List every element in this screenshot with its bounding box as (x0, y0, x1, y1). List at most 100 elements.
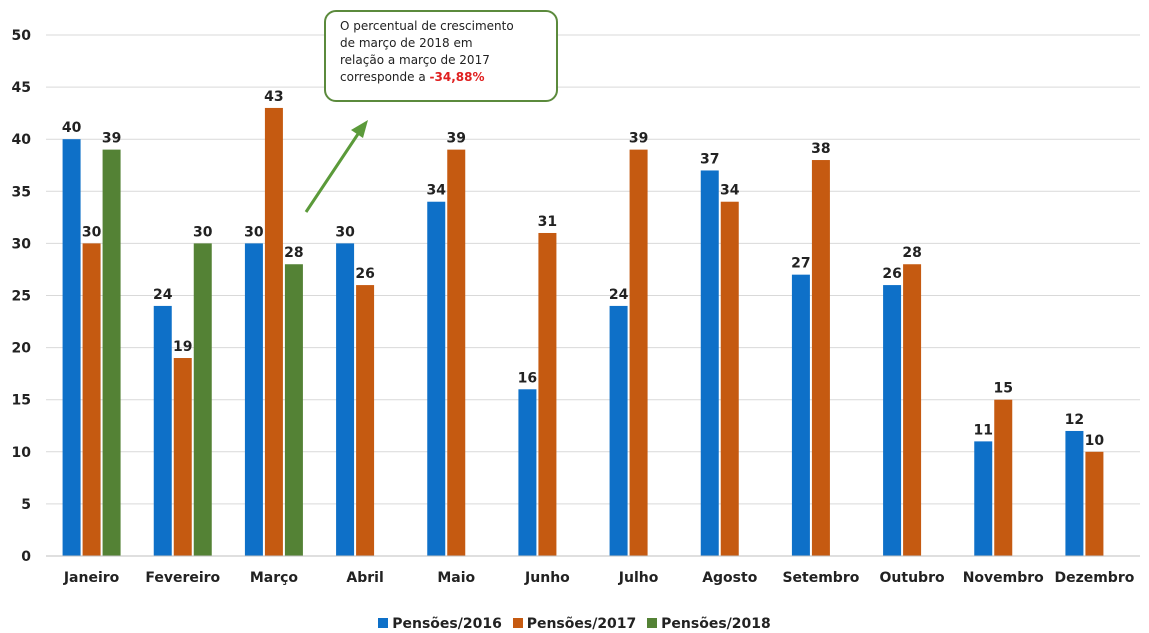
data-label: 39 (102, 131, 121, 147)
legend-label-2018: Pensões/2018 (661, 616, 771, 632)
y-tick-label: 10 (12, 445, 32, 461)
data-label: 30 (193, 224, 213, 240)
category-label: Janeiro (63, 570, 120, 586)
legend-item-2017: Pensões/2017 (512, 616, 637, 632)
data-label: 30 (244, 224, 264, 240)
bar (994, 399, 1013, 556)
bar (356, 285, 375, 556)
data-label: 43 (264, 89, 283, 105)
bar (538, 232, 557, 557)
y-tick-label: 35 (12, 184, 31, 200)
data-label: 16 (518, 370, 537, 386)
y-tick-label: 45 (12, 80, 31, 96)
y-axis-ticks: 0 5 10 15 20 25 30 35 40 45 50 (12, 28, 32, 565)
data-label: 26 (355, 266, 374, 282)
category-label: Março (250, 570, 299, 586)
bar (264, 107, 283, 556)
category-labels: Janeiro Fevereiro Março Abril Maio Junho Julho… (63, 570, 1135, 586)
data-label: 38 (811, 141, 830, 157)
y-tick-label: 20 (12, 341, 32, 357)
bar-chart: 0 5 10 15 20 25 30 35 40 45 50 40 30 39 24 19 30 30 43 28 3… (12, 28, 1140, 586)
bar (336, 243, 355, 556)
legend-swatch-2016 (378, 618, 389, 628)
data-label: 11 (974, 422, 993, 438)
annotation-line-2: de março de 2018 em (340, 36, 473, 50)
data-label: 34 (720, 183, 740, 199)
annotation-line-1: O percentual de crescimento (340, 19, 514, 33)
y-tick-label: 15 (12, 393, 31, 409)
bar (244, 243, 263, 556)
y-tick-label: 30 (12, 236, 32, 252)
y-tick-label: 25 (12, 289, 31, 305)
legend-label-2016: Pensões/2016 (392, 616, 502, 632)
bar (883, 285, 902, 556)
data-label: 39 (629, 131, 648, 147)
bar (974, 441, 993, 556)
bar (173, 358, 192, 556)
data-label: 40 (62, 120, 82, 136)
data-label: 28 (284, 245, 303, 261)
data-label: 15 (994, 381, 1013, 397)
data-label: 19 (173, 339, 192, 355)
bar (609, 305, 628, 556)
category-label: Junho (524, 570, 570, 586)
bar (427, 201, 446, 556)
legend: Pensões/2016 Pensões/2017 Pensões/2018 (0, 616, 1149, 632)
category-label: Agosto (702, 570, 758, 586)
bar (791, 274, 810, 556)
bar (82, 243, 101, 556)
bar (193, 243, 212, 556)
bar (518, 389, 537, 556)
bar (720, 201, 739, 556)
bar (629, 149, 648, 556)
annotation-prefix: corresponde a (340, 70, 430, 84)
data-label: 26 (882, 266, 901, 282)
data-label: 24 (153, 287, 173, 303)
category-label: Julho (618, 570, 659, 586)
bar (102, 149, 121, 556)
legend-item-2018: Pensões/2018 (647, 616, 771, 632)
data-label: 24 (609, 287, 629, 303)
annotation-line-3: relação a março de 2017 (340, 53, 490, 67)
y-tick-label: 0 (21, 549, 31, 565)
legend-swatch-2018 (647, 618, 658, 628)
category-label: Fevereiro (145, 570, 220, 586)
data-label: 37 (700, 151, 719, 167)
data-label: 27 (791, 256, 810, 272)
bar (62, 139, 81, 556)
data-label: 10 (1085, 433, 1105, 449)
data-label: 31 (538, 214, 557, 230)
annotation-line-4: corresponde a -34,88% (340, 69, 546, 86)
bar (1065, 430, 1084, 556)
data-label: 12 (1065, 412, 1084, 428)
category-label: Maio (437, 570, 475, 586)
category-label: Outubro (880, 570, 945, 586)
bars (62, 107, 1104, 557)
bar (811, 160, 830, 557)
category-label: Novembro (963, 570, 1044, 586)
annotation-arrow (304, 120, 368, 213)
gridlines (46, 34, 1140, 505)
y-tick-label: 40 (12, 132, 32, 148)
data-label: 34 (427, 183, 447, 199)
bar (284, 264, 303, 556)
legend-label-2017: Pensões/2017 (526, 616, 637, 632)
y-tick-label: 50 (12, 28, 32, 44)
category-label: Dezembro (1054, 570, 1134, 586)
data-label: 39 (447, 131, 466, 147)
bar (447, 149, 466, 556)
annotation-highlight: -34,88% (429, 70, 485, 84)
bar (1085, 451, 1104, 556)
legend-item-2016: Pensões/2016 (378, 616, 502, 632)
data-label: 28 (902, 245, 921, 261)
bar (700, 170, 719, 556)
bar (903, 264, 922, 556)
legend-swatch-2017 (512, 618, 523, 628)
category-label: Setembro (782, 570, 859, 586)
data-label: 30 (335, 224, 355, 240)
data-label: 30 (82, 224, 102, 240)
annotation-callout: O percentual de crescimento de março de … (324, 10, 558, 102)
category-label: Abril (346, 570, 383, 586)
bar (153, 305, 172, 556)
